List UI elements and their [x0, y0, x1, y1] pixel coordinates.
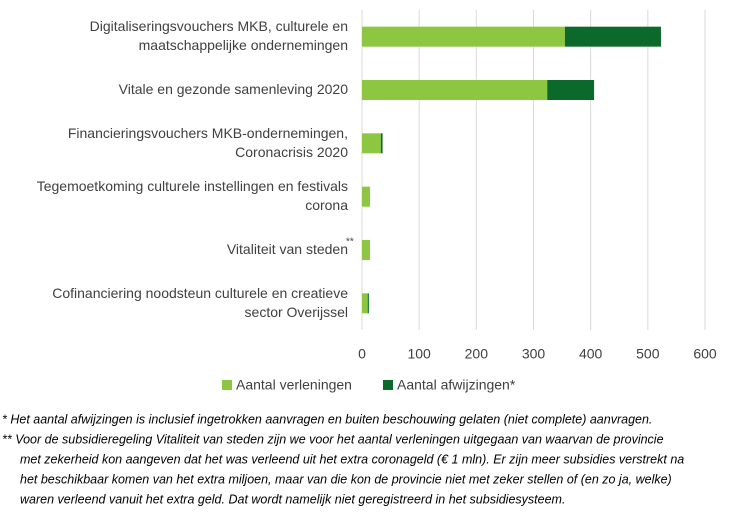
y-tick-label: Digitaliseringsvouchers MKB, culturele e… — [90, 18, 348, 53]
label-line: Vitale en gezonde samenleving 2020 — [119, 81, 349, 97]
bar — [362, 186, 371, 207]
label-line: corona — [305, 197, 348, 213]
x-tick-label: 100 — [407, 346, 431, 362]
label-line: Digitaliseringsvouchers MKB, culturele e… — [90, 18, 348, 34]
label-line: Vitaliteit van steden — [227, 241, 348, 257]
y-tick-label: Financieringsvouchers MKB-ondernemingen,… — [68, 125, 348, 160]
y-tick-label: Vitaliteit van steden — [227, 241, 348, 257]
legend-swatch — [222, 380, 232, 390]
bar — [380, 133, 383, 154]
footnote: het beschikbaar komen van het extra milj… — [20, 472, 672, 486]
y-tick-label: Vitale en gezonde samenleving 2020 — [119, 81, 349, 97]
bar — [547, 80, 595, 100]
footnote: * Het aantal afwijzingen is inclusief in… — [2, 412, 652, 426]
label-line: Coronacrisis 2020 — [235, 144, 348, 160]
annotation: ** — [346, 237, 354, 248]
x-tick-label: 400 — [579, 346, 603, 362]
legend-label: Aantal afwijzingen* — [397, 377, 516, 393]
label-line: Tegemoetkoming culturele instellingen en… — [37, 178, 348, 194]
bar — [564, 26, 661, 47]
bar — [362, 293, 368, 314]
x-tick-label: 500 — [636, 346, 660, 362]
bar — [367, 293, 369, 314]
footnote: ** Voor de subsidieregeling Vitaliteit v… — [2, 432, 664, 446]
footnote: met zekerheid kon aangeven dat het was v… — [20, 452, 684, 466]
x-tick-label: 300 — [522, 346, 546, 362]
bar — [362, 26, 565, 47]
y-tick-label: Cofinanciering noodsteun culturele en cr… — [52, 285, 348, 320]
label-line: maatschappelijke ondernemingen — [139, 37, 348, 53]
label-line: Financieringsvouchers MKB-ondernemingen, — [68, 125, 348, 141]
label-line: sector Overijssel — [245, 304, 348, 320]
x-tick-label: 600 — [693, 346, 717, 362]
label-line: Cofinanciering noodsteun culturele en cr… — [52, 285, 348, 301]
legend-label: Aantal verleningen — [236, 377, 352, 393]
bar — [362, 133, 381, 154]
footnote: waren verleend vanuit het extra geld. Da… — [20, 492, 565, 506]
bar — [362, 80, 548, 100]
x-tick-label: 200 — [465, 346, 489, 362]
legend-swatch — [383, 380, 393, 390]
y-tick-label: Tegemoetkoming culturele instellingen en… — [37, 178, 348, 213]
x-tick-label: 0 — [358, 346, 366, 362]
bar — [362, 240, 371, 260]
